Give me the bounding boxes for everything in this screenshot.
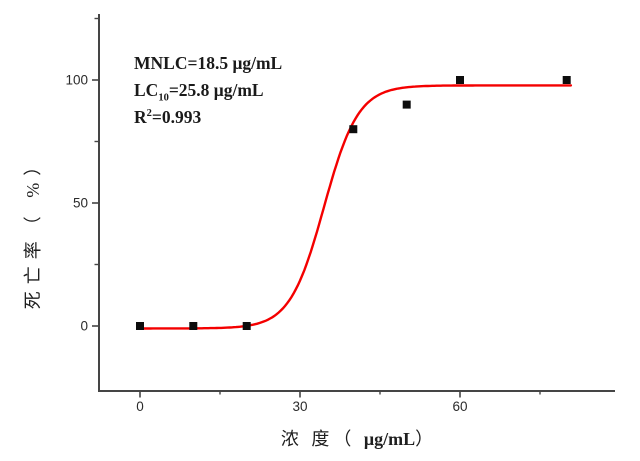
x-axis-title-unit: μg/mL [363,429,416,449]
data-point [402,100,411,109]
lc-value: =25.8 μg/mL [168,80,264,100]
x-tick-label: 30 [292,399,307,414]
y-tick-label: 100 [65,73,88,88]
y-tick-label: 0 [80,319,88,334]
y-tick-label: 50 [73,196,88,211]
data-point [562,76,571,84]
fit-curve [138,84,573,330]
annotation-line-mnlc: MNLC=18.5 μg/mL [134,53,283,73]
x-axis-title-cn: 浓 度（ [280,429,364,449]
r-prefix: R [134,107,147,127]
x-axis-title: 浓 度（ μg/mL） [99,425,615,451]
data-point [456,76,464,84]
data-point [349,125,358,134]
annotation-line-r2: R2=0.993 [134,104,282,131]
data-point [242,322,251,330]
r-superscript: 2 [146,108,152,120]
x-tick-label: 60 [452,399,467,414]
lc-subscript: 10 [158,92,169,104]
x-axis-title-close: ） [415,429,434,449]
lc-prefix: LC [134,80,159,100]
r-value: =0.993 [151,107,202,127]
data-point [136,322,144,330]
fit-annotation: MNLC=18.5 μg/mL LC10=25.8 μg/mL R2=0.993 [134,50,282,131]
data-point [189,322,198,330]
annotation-line-lc10: LC10=25.8 μg/mL [134,77,282,104]
y-axis-title: 死亡率（ %） [23,150,43,310]
x-tick-label: 0 [136,399,144,414]
